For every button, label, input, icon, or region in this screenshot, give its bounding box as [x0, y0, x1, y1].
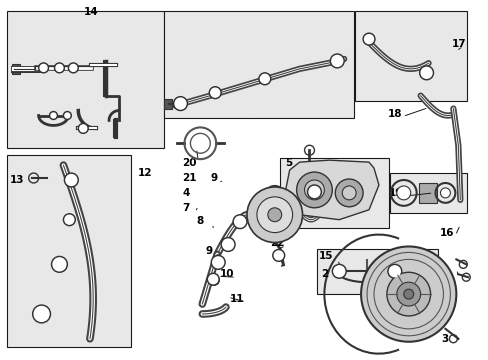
Text: 6: 6 [281, 218, 288, 228]
Text: 16: 16 [439, 228, 453, 238]
Circle shape [364, 35, 373, 44]
Circle shape [65, 113, 70, 118]
Bar [389, 173, 467, 213]
Circle shape [53, 258, 66, 271]
Circle shape [307, 185, 321, 199]
Circle shape [308, 186, 319, 197]
Circle shape [260, 74, 269, 83]
Circle shape [208, 275, 217, 284]
Circle shape [63, 214, 75, 226]
Circle shape [333, 266, 344, 277]
Circle shape [296, 172, 332, 208]
Bar [163, 99, 171, 109]
Text: 17: 17 [450, 39, 465, 49]
Circle shape [419, 66, 433, 80]
Circle shape [274, 251, 283, 260]
Circle shape [234, 216, 245, 227]
Circle shape [331, 55, 342, 66]
Circle shape [63, 112, 71, 120]
Circle shape [51, 256, 67, 272]
Text: 8: 8 [196, 216, 203, 226]
Bar [7, 155, 131, 347]
Circle shape [34, 306, 49, 321]
Text: 10: 10 [220, 269, 234, 279]
Circle shape [304, 180, 324, 200]
Circle shape [78, 123, 88, 133]
Circle shape [335, 179, 362, 207]
Polygon shape [284, 160, 378, 220]
Circle shape [272, 249, 284, 261]
Circle shape [54, 63, 64, 73]
Text: 9: 9 [205, 247, 212, 256]
Circle shape [267, 208, 281, 222]
Circle shape [330, 54, 344, 68]
Circle shape [175, 98, 185, 109]
Circle shape [49, 112, 57, 120]
Bar [279, 158, 388, 228]
Bar [7, 11, 163, 148]
Text: 11: 11 [230, 294, 244, 304]
Circle shape [388, 266, 400, 277]
Circle shape [420, 67, 431, 78]
Text: 1: 1 [441, 269, 448, 279]
Circle shape [68, 63, 78, 73]
Text: 15: 15 [318, 251, 332, 261]
Text: 7: 7 [182, 203, 189, 213]
Circle shape [210, 88, 219, 97]
Text: 21: 21 [182, 173, 197, 183]
Bar [12, 64, 20, 74]
Circle shape [56, 64, 63, 71]
Circle shape [387, 264, 401, 278]
Circle shape [396, 186, 410, 200]
Circle shape [173, 96, 187, 111]
Circle shape [246, 187, 302, 243]
Circle shape [40, 64, 47, 71]
Text: 13: 13 [10, 175, 24, 185]
Circle shape [386, 272, 429, 316]
Circle shape [211, 255, 224, 269]
Text: 12: 12 [138, 168, 152, 178]
Text: 9: 9 [210, 173, 217, 183]
Circle shape [39, 63, 48, 73]
Circle shape [403, 289, 413, 299]
Circle shape [33, 305, 50, 323]
Circle shape [360, 247, 455, 342]
Text: 5: 5 [284, 158, 291, 168]
Circle shape [51, 113, 56, 118]
Text: 14: 14 [84, 7, 98, 17]
Text: 3: 3 [441, 334, 448, 344]
Circle shape [342, 186, 355, 200]
Circle shape [233, 215, 246, 229]
Circle shape [65, 215, 74, 224]
Circle shape [80, 125, 86, 132]
Text: 2: 2 [321, 269, 328, 279]
Circle shape [256, 197, 292, 233]
Circle shape [396, 282, 420, 306]
Circle shape [212, 257, 223, 268]
Circle shape [64, 173, 78, 187]
Text: 4: 4 [182, 188, 189, 198]
Bar [317, 249, 438, 294]
Bar [418, 183, 436, 203]
Circle shape [258, 73, 270, 85]
Circle shape [362, 33, 374, 45]
Text: 18: 18 [387, 109, 402, 118]
Circle shape [221, 238, 235, 251]
Text: 19: 19 [388, 188, 403, 198]
Text: 20: 20 [182, 158, 197, 168]
Circle shape [332, 264, 346, 278]
Circle shape [70, 64, 77, 71]
Bar [354, 11, 467, 100]
Circle shape [207, 273, 219, 285]
Circle shape [209, 87, 221, 99]
Circle shape [66, 175, 77, 185]
Text: 22: 22 [269, 238, 284, 248]
Bar [163, 11, 353, 118]
Circle shape [440, 188, 449, 198]
Circle shape [222, 239, 233, 250]
